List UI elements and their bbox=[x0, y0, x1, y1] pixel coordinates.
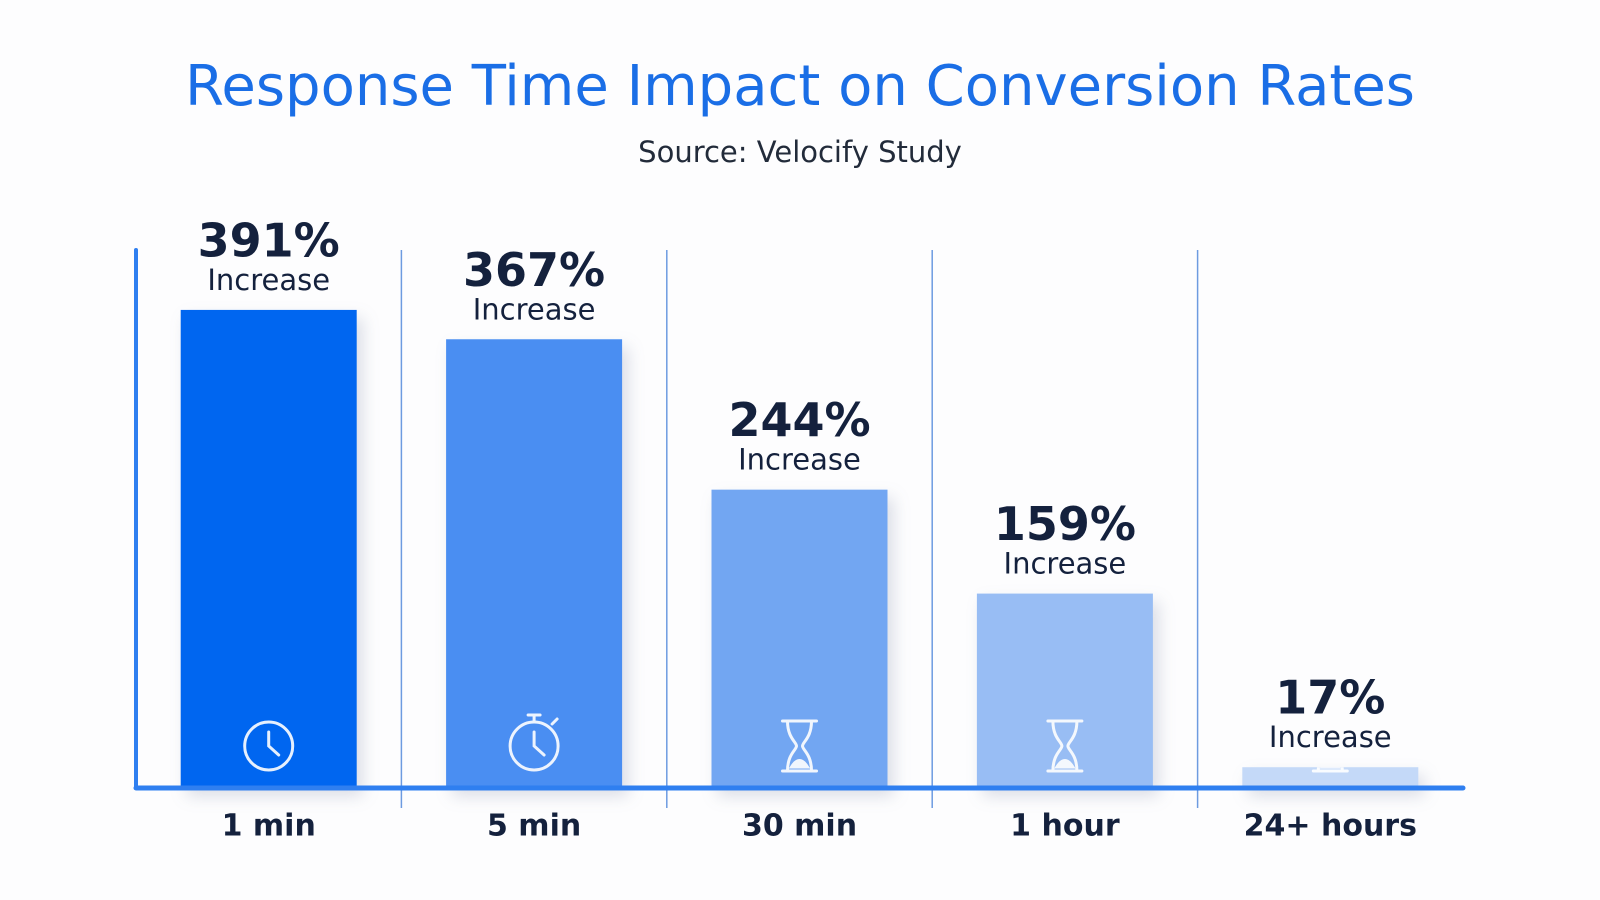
icon-group bbox=[508, 713, 560, 772]
icon-shape bbox=[1054, 759, 1076, 769]
icon-group bbox=[781, 719, 818, 773]
icon-shape bbox=[243, 720, 295, 772]
x-tick-label: 1 hour bbox=[1010, 809, 1120, 844]
bar-icon bbox=[781, 719, 818, 773]
icon-shape bbox=[788, 759, 811, 769]
icon-shape bbox=[1046, 719, 1084, 773]
bar-icon bbox=[508, 713, 560, 772]
icon-shape bbox=[267, 730, 281, 757]
value-sublabel: Increase bbox=[738, 443, 861, 477]
bar-icon bbox=[1046, 719, 1084, 773]
icon-group bbox=[243, 720, 295, 772]
x-tick-label: 30 min bbox=[742, 809, 857, 844]
icon-shape bbox=[532, 730, 546, 757]
value-label: 159% bbox=[994, 497, 1136, 551]
bar bbox=[976, 593, 1153, 788]
x-tick-label: 24+ hours bbox=[1244, 809, 1417, 844]
chart-title: Response Time Impact on Conversion Rates bbox=[185, 54, 1415, 119]
value-sublabel: Increase bbox=[1004, 547, 1127, 581]
icon-shape bbox=[781, 719, 818, 773]
chart-subtitle: Source: Velocify Study bbox=[638, 135, 962, 169]
value-label: 17% bbox=[1275, 671, 1385, 725]
icon-group bbox=[1311, 767, 1349, 773]
value-label: 367% bbox=[463, 243, 605, 297]
bar bbox=[711, 489, 888, 788]
icon-group bbox=[1046, 719, 1084, 773]
x-tick-label: 5 min bbox=[487, 809, 581, 844]
bar bbox=[446, 339, 623, 788]
bar-icon bbox=[243, 720, 295, 772]
value-sublabel: Increase bbox=[1269, 720, 1392, 754]
value-sublabel: Increase bbox=[473, 292, 596, 326]
value-sublabel: Increase bbox=[207, 263, 330, 297]
value-label: 391% bbox=[198, 213, 340, 267]
bar bbox=[1242, 767, 1419, 788]
bar-icon bbox=[1311, 767, 1349, 773]
icon-shape bbox=[526, 713, 559, 726]
value-label: 244% bbox=[728, 393, 870, 447]
bar bbox=[180, 309, 357, 788]
icon-shape bbox=[1311, 767, 1349, 773]
x-tick-label: 1 min bbox=[222, 809, 316, 844]
